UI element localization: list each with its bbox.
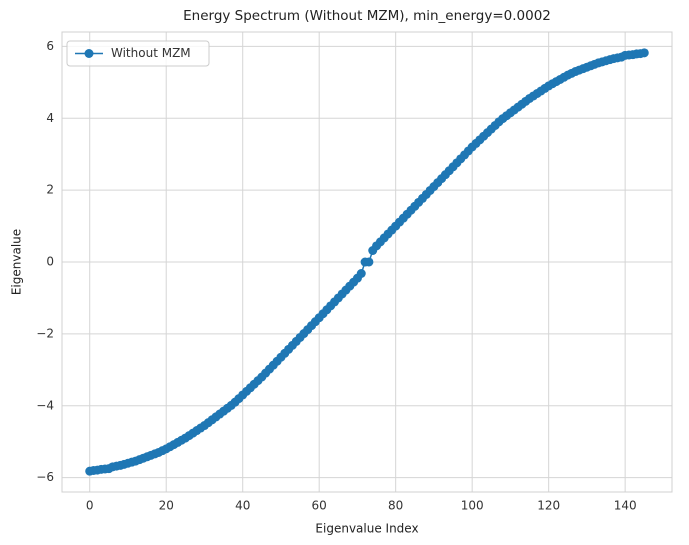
y-tick-label: −2 — [36, 326, 54, 340]
data-point — [364, 257, 374, 267]
y-tick-label: −4 — [36, 398, 54, 412]
y-tick-label: 0 — [46, 255, 54, 269]
y-tick-label: 2 — [46, 183, 54, 197]
legend-label: Without MZM — [111, 46, 191, 60]
x-tick-label: 120 — [537, 499, 560, 513]
data-point — [356, 269, 366, 278]
legend-marker — [84, 49, 94, 58]
y-tick-label: 4 — [46, 111, 54, 125]
x-tick-label: 0 — [86, 499, 94, 513]
plot-frame — [61, 31, 673, 493]
chart-title: Energy Spectrum (Without MZM), min_energ… — [183, 8, 551, 24]
x-axis-label: Eigenvalue Index — [315, 522, 418, 536]
y-axis-label: Eigenvalue — [10, 229, 24, 295]
x-tick-label: 140 — [614, 499, 637, 513]
x-tick-label: 100 — [461, 499, 484, 513]
y-tick-label: −6 — [36, 470, 54, 484]
x-tick-label: 20 — [159, 499, 174, 513]
x-tick-label: 80 — [388, 499, 403, 513]
legend-box — [66, 40, 210, 67]
x-tick-label: 40 — [235, 499, 250, 513]
data-point — [639, 48, 649, 58]
x-tick-label: 60 — [312, 499, 327, 513]
y-tick-label: 6 — [46, 39, 54, 53]
